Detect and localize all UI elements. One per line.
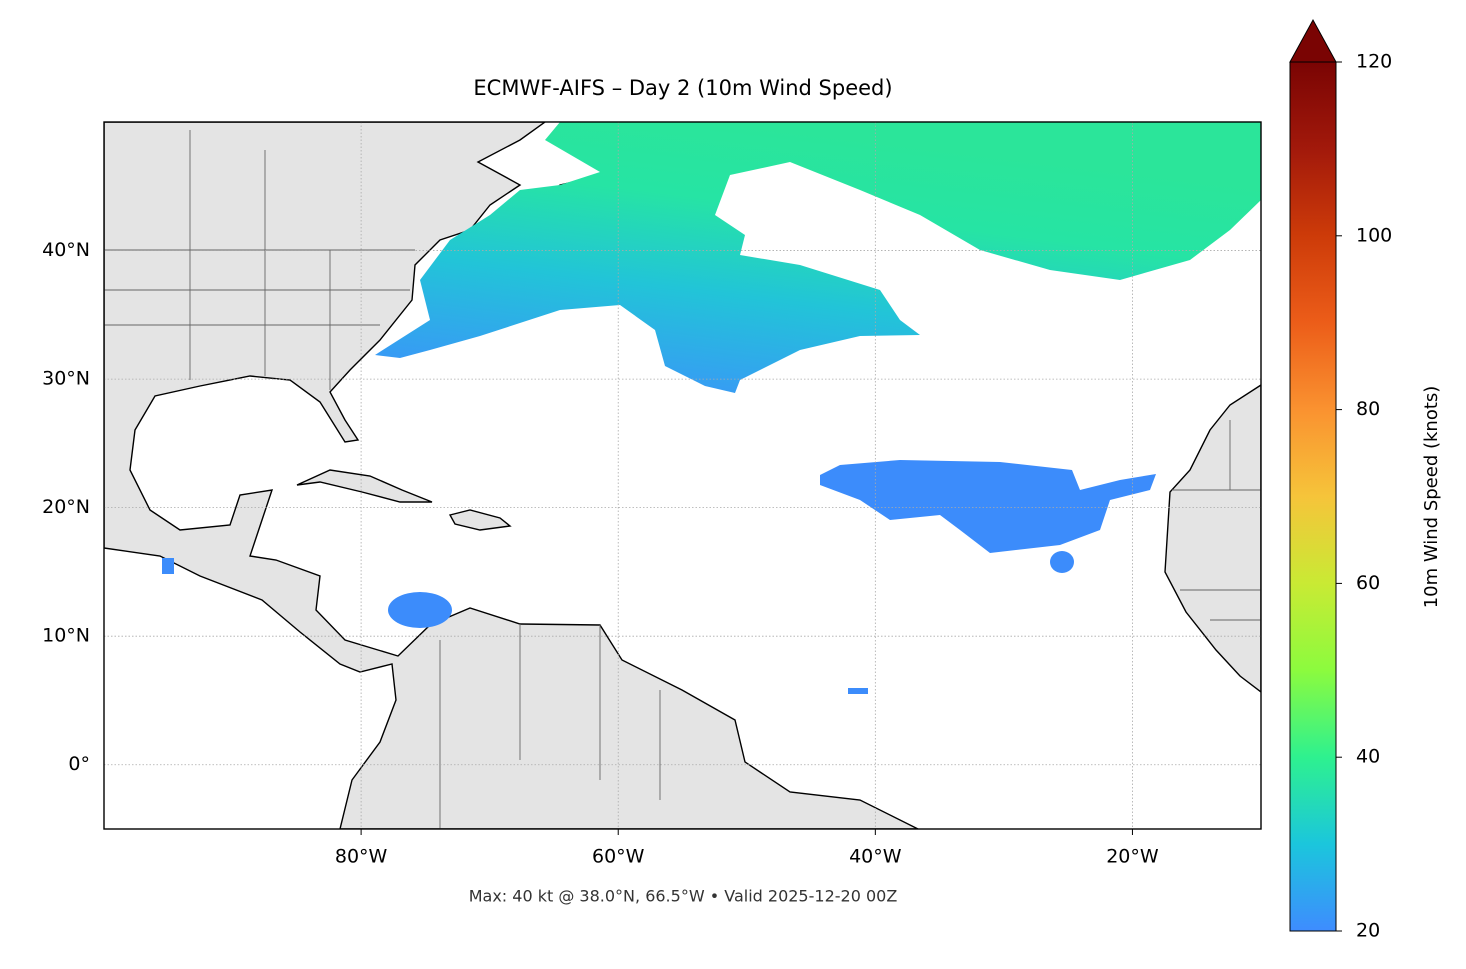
- y-tick-label: 20°N: [42, 496, 90, 518]
- wind-area-small: [848, 688, 868, 694]
- wind-area-small: [162, 558, 174, 574]
- land-americas: [104, 122, 919, 829]
- borders: [104, 130, 1261, 829]
- y-tick-label: 10°N: [42, 625, 90, 647]
- chart-title: ECMWF-AIFS – Day 2 (10m Wind Speed): [473, 76, 892, 100]
- colorbar-tick-label: 80: [1356, 398, 1380, 420]
- grid: [104, 122, 1261, 829]
- land-africa: [1164, 384, 1261, 693]
- x-tick-label: 40°W: [849, 846, 902, 868]
- y-tick-label: 0°: [68, 753, 90, 775]
- wind-area-small: [1050, 551, 1074, 573]
- wind-area-subtropical: [820, 460, 1156, 553]
- land-hispaniola: [448, 509, 512, 531]
- colorbar-tick-label: 20: [1356, 920, 1380, 942]
- footer-note: Max: 40 kt @ 38.0°N, 66.5°W • Valid 2025…: [469, 887, 898, 906]
- y-tick-label: 30°N: [42, 368, 90, 390]
- map-frame: [103, 121, 1262, 830]
- colorbar: [1289, 61, 1337, 932]
- colorbar-extend: [1289, 18, 1337, 63]
- colorbar-tick-label: 120: [1356, 51, 1392, 73]
- land-cuba: [296, 469, 433, 503]
- colorbar-tick-label: 100: [1356, 224, 1392, 246]
- y-tick-label: 40°N: [42, 239, 90, 261]
- colorbar-tick-label: 40: [1356, 746, 1380, 768]
- wind-area-caribbean: [388, 592, 452, 628]
- wind-area-north: [375, 122, 1261, 393]
- x-tick-label: 20°W: [1106, 846, 1159, 868]
- x-tick-label: 80°W: [335, 846, 388, 868]
- x-tick-label: 60°W: [592, 846, 645, 868]
- colorbar-tick-label: 60: [1356, 572, 1380, 594]
- map: [104, 122, 1261, 829]
- colorbar-label: 10m Wind Speed (knots): [1421, 386, 1442, 609]
